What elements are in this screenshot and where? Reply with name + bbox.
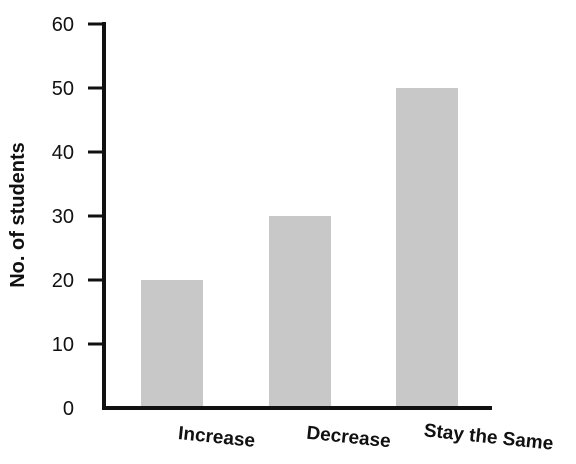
x-category-label: Stay the Same [423,420,554,454]
bar-stay-the-same [396,88,458,408]
bar-increase [141,280,203,408]
y-tick-label: 60 [52,14,74,36]
y-tick-label: 20 [52,270,74,292]
y-tick-label: 30 [52,206,74,228]
y-tick-label: 50 [52,78,74,100]
y-tick-label: 0 [63,398,74,420]
x-category-label: Decrease [305,423,391,453]
bar-decrease [269,216,331,408]
y-axis-title: No. of students [7,142,29,288]
x-axis-category-labels: Increase Decrease Stay the Same [177,420,554,454]
x-category-label: Increase [177,423,256,452]
y-axis-ticks: 0 10 20 30 40 50 60 [52,14,104,420]
y-tick-label: 40 [52,142,74,164]
bars-group [141,88,458,408]
y-tick-label: 10 [52,334,74,356]
